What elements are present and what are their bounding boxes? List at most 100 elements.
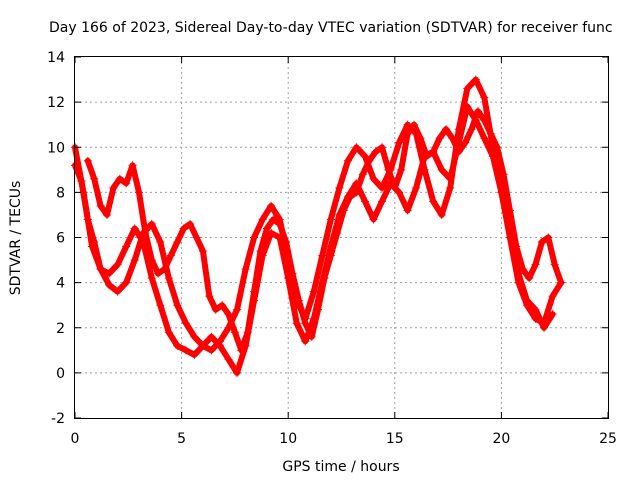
- data-point: [192, 233, 201, 242]
- data-point: [390, 183, 399, 192]
- axis-ticks: 0 5 10 15 20 25 -2 0 2 4 6 8 10 12 14: [47, 50, 617, 447]
- data-point: [365, 156, 374, 165]
- data-point: [102, 210, 111, 219]
- data-point: [96, 201, 105, 210]
- data-point: [258, 215, 267, 224]
- y-tick-label: 14: [47, 50, 65, 66]
- data-point: [269, 215, 278, 224]
- data-point: [250, 287, 259, 296]
- data-point: [105, 269, 114, 278]
- data-point: [147, 219, 156, 228]
- data-point: [181, 346, 190, 355]
- data-point: [378, 197, 387, 206]
- data-point: [412, 183, 421, 192]
- data-point: [198, 247, 207, 256]
- data-point: [540, 323, 549, 332]
- data-point: [369, 215, 378, 224]
- data-point: [343, 156, 352, 165]
- data-point: [207, 346, 216, 355]
- data-point: [403, 129, 412, 138]
- data-point: [486, 129, 495, 138]
- data-point: [522, 296, 531, 305]
- data-point: [505, 206, 514, 215]
- data-point: [429, 147, 438, 156]
- y-tick-label: -2: [51, 411, 65, 427]
- data-point: [122, 179, 131, 188]
- x-tick-label: 15: [386, 431, 404, 447]
- data-point: [454, 147, 463, 156]
- data-point: [215, 341, 224, 350]
- data-point: [134, 188, 143, 197]
- data-point: [544, 233, 553, 242]
- data-point: [147, 274, 156, 283]
- data-point: [294, 296, 303, 305]
- data-point: [181, 319, 190, 328]
- y-tick-label: 6: [56, 231, 65, 247]
- data-point: [384, 165, 393, 174]
- data-point: [326, 251, 335, 260]
- data-point: [113, 287, 122, 296]
- grid-lines: [75, 57, 608, 418]
- data-point: [346, 192, 355, 201]
- data-point: [130, 224, 139, 233]
- chart-title: Day 166 of 2023, Sidereal Day-to-day VTE…: [49, 20, 613, 36]
- data-point: [156, 301, 165, 310]
- y-tick-label: 12: [47, 95, 65, 111]
- data-point: [218, 301, 227, 310]
- x-axis-label: GPS time / hours: [282, 459, 399, 475]
- data-point: [397, 165, 406, 174]
- data-point: [437, 165, 446, 174]
- data-point: [537, 238, 546, 247]
- data-point: [241, 265, 250, 274]
- data-point: [186, 219, 195, 228]
- data-point: [463, 84, 472, 93]
- data-point: [179, 224, 188, 233]
- data-point: [395, 138, 404, 147]
- data-point: [173, 341, 182, 350]
- data-point: [378, 143, 387, 152]
- data-point: [448, 134, 457, 143]
- data-point: [518, 265, 527, 274]
- data-point: [307, 332, 316, 341]
- data-point: [378, 183, 387, 192]
- data-point: [531, 260, 540, 269]
- data-point: [371, 147, 380, 156]
- y-tick-label: 0: [56, 366, 65, 382]
- y-tick-label: 10: [47, 140, 65, 156]
- data-point: [499, 170, 508, 179]
- data-point: [369, 174, 378, 183]
- data-point: [488, 152, 497, 161]
- data-point: [318, 251, 327, 260]
- data-point: [130, 256, 139, 265]
- data-point: [237, 346, 246, 355]
- data-point: [358, 170, 367, 179]
- data-point: [461, 138, 470, 147]
- data-point: [480, 116, 489, 125]
- data-point: [275, 219, 284, 228]
- data-point: [105, 280, 114, 289]
- data-point: [243, 328, 252, 337]
- x-tick-label: 5: [177, 431, 186, 447]
- data-point: [512, 242, 521, 251]
- data-point: [352, 143, 361, 152]
- data-point: [173, 238, 182, 247]
- data-point: [90, 174, 99, 183]
- data-point: [211, 305, 220, 314]
- data-point: [154, 269, 163, 278]
- data-point: [320, 274, 329, 283]
- data-series: [71, 75, 566, 377]
- data-point: [339, 206, 348, 215]
- data-point: [360, 152, 369, 161]
- data-point: [335, 183, 344, 192]
- data-point: [409, 120, 418, 129]
- data-point: [301, 337, 310, 346]
- y-tick-label: 4: [56, 276, 65, 292]
- data-point: [164, 328, 173, 337]
- data-point: [88, 242, 97, 251]
- data-point: [480, 93, 489, 102]
- data-point: [480, 134, 489, 143]
- data-point: [446, 183, 455, 192]
- data-point: [403, 206, 412, 215]
- data-point: [166, 251, 175, 260]
